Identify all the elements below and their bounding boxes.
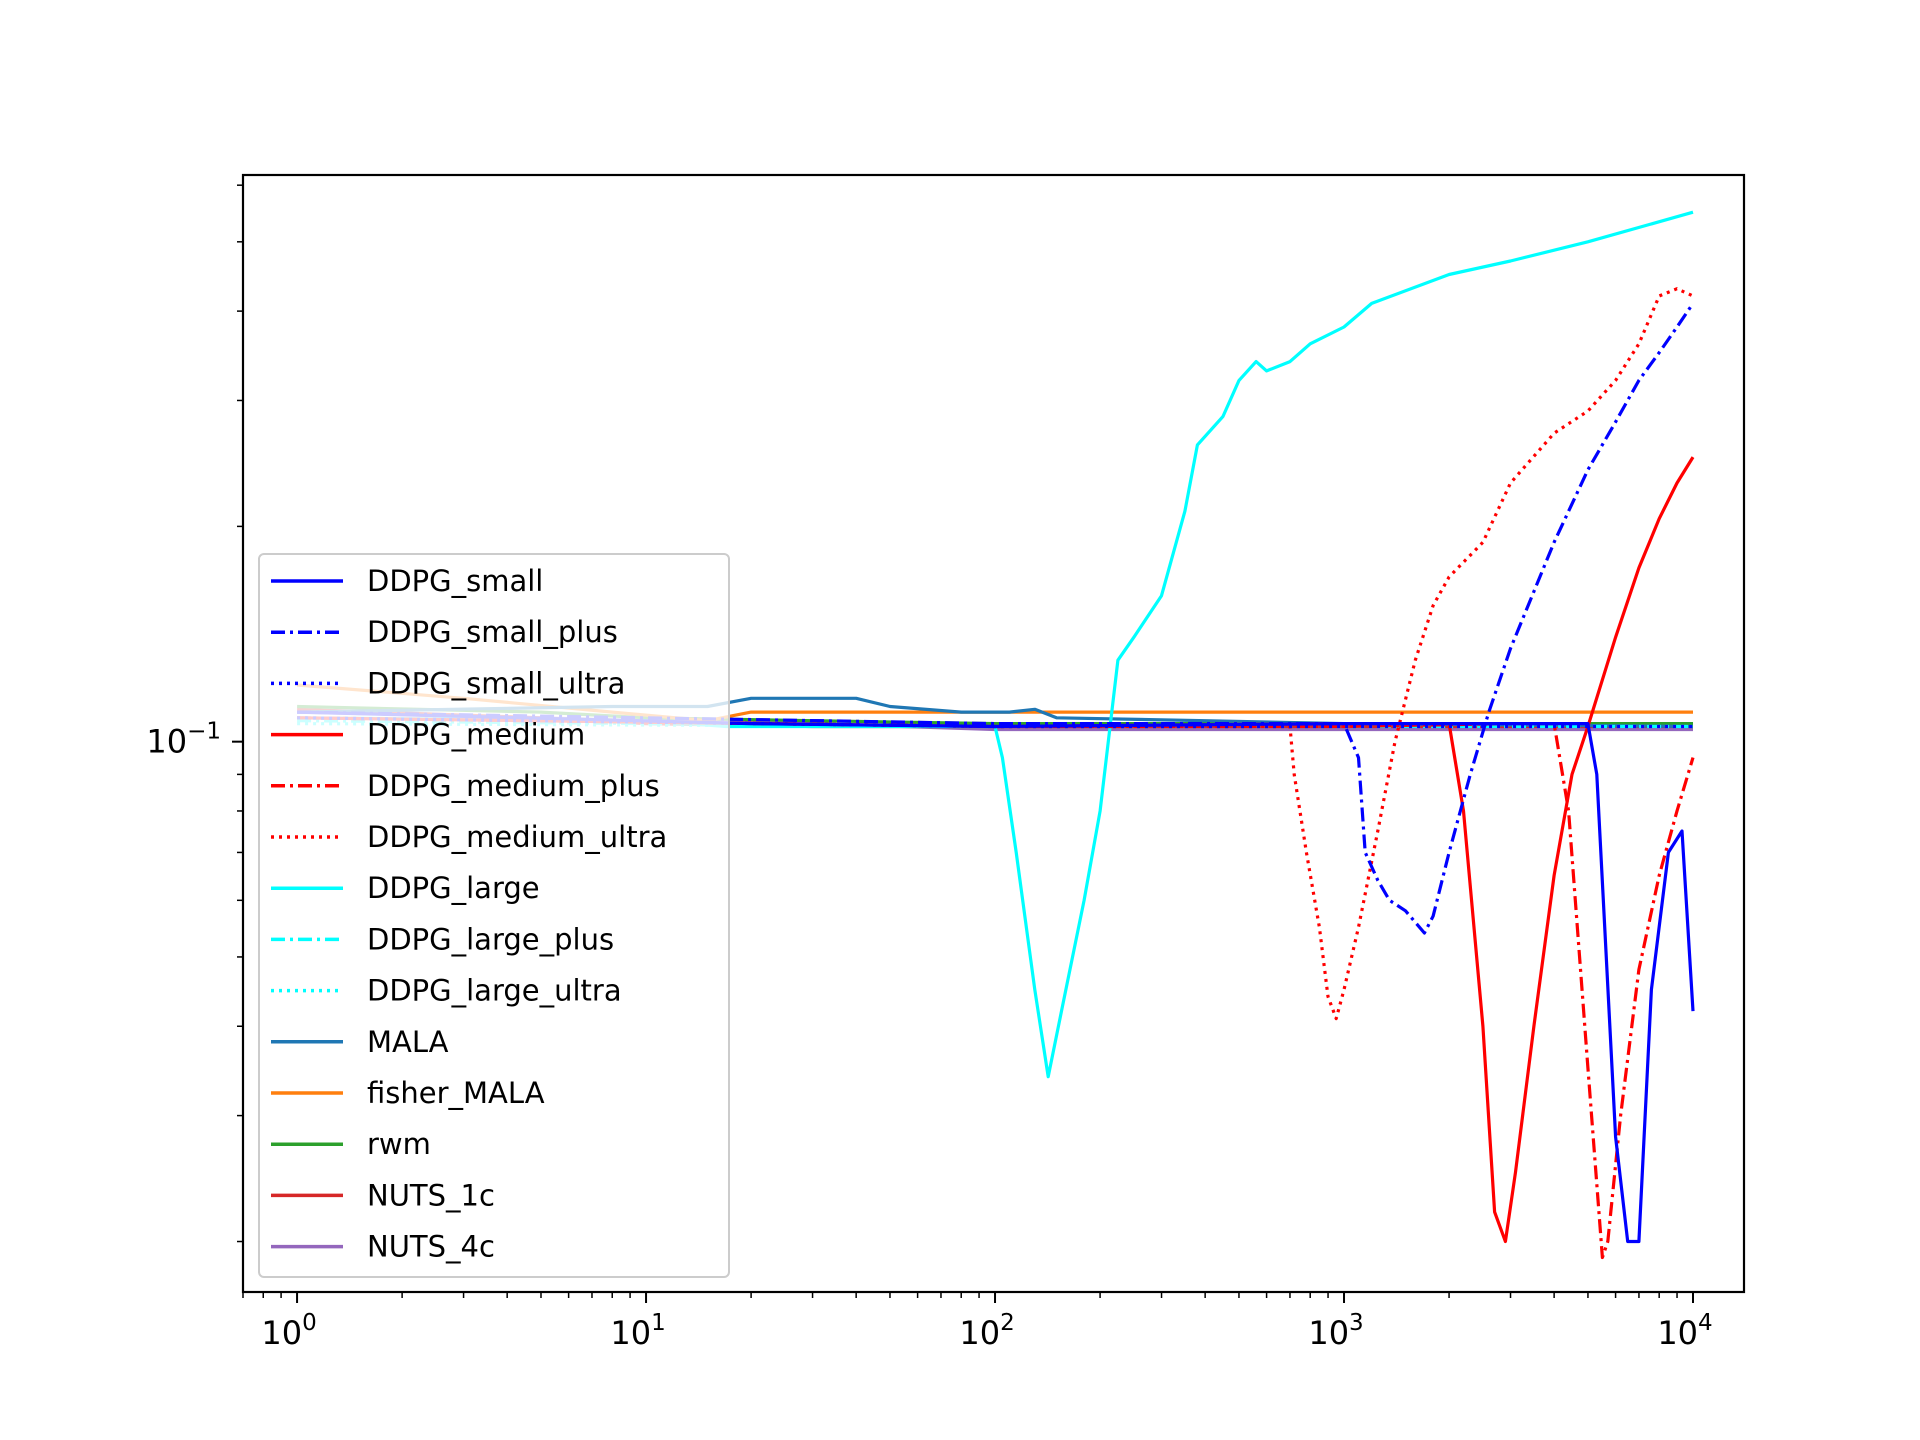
legend-label: fisher_MALA	[367, 1076, 545, 1110]
x-tick-label: 101	[610, 1310, 665, 1352]
legend-label: DDPG_small_plus	[367, 615, 618, 649]
legend-label: DDPG_small_ultra	[367, 666, 625, 700]
x-tick-label: 104	[1657, 1310, 1712, 1352]
x-tick-label: 103	[1308, 1310, 1363, 1352]
series-line-DDPG_large	[297, 210, 1694, 1079]
legend-label: DDPG_large	[367, 871, 540, 905]
legend: DDPG_small DDPG_small_plus DDPG_small_ultr…	[258, 553, 730, 1278]
plot-frame	[241, 173, 1746, 1294]
legend-label: DDPG_medium_ultra	[367, 820, 667, 854]
legend-label: DDPG_medium	[367, 718, 585, 752]
legend-label: NUTS_1c	[367, 1178, 495, 1212]
legend-label: rwm	[367, 1127, 431, 1161]
series-line-DDPG_large_plus	[297, 719, 1693, 729]
y-axis: 10−1	[146, 184, 243, 1243]
legend-label: DDPG_small	[367, 564, 543, 598]
legend-label: DDPG_large_ultra	[367, 974, 622, 1008]
x-tick-label: 102	[959, 1310, 1014, 1352]
legend-label: MALA	[367, 1025, 449, 1059]
legend-label: DDPG_medium_plus	[367, 769, 660, 803]
legend-box	[258, 553, 730, 1278]
legend-label: NUTS_4c	[367, 1230, 495, 1264]
legend-label: DDPG_large_plus	[367, 922, 614, 956]
x-tick-label: 100	[261, 1310, 316, 1352]
series-line-DDPG_small	[297, 710, 1695, 1244]
series-line-DDPG_small_plus	[297, 302, 1695, 935]
series-line-DDPG_medium_ultra	[297, 287, 1694, 1021]
y-tick-label: 10−1	[146, 719, 221, 761]
x-axis: 100 101 102 103 104	[242, 1292, 1713, 1352]
